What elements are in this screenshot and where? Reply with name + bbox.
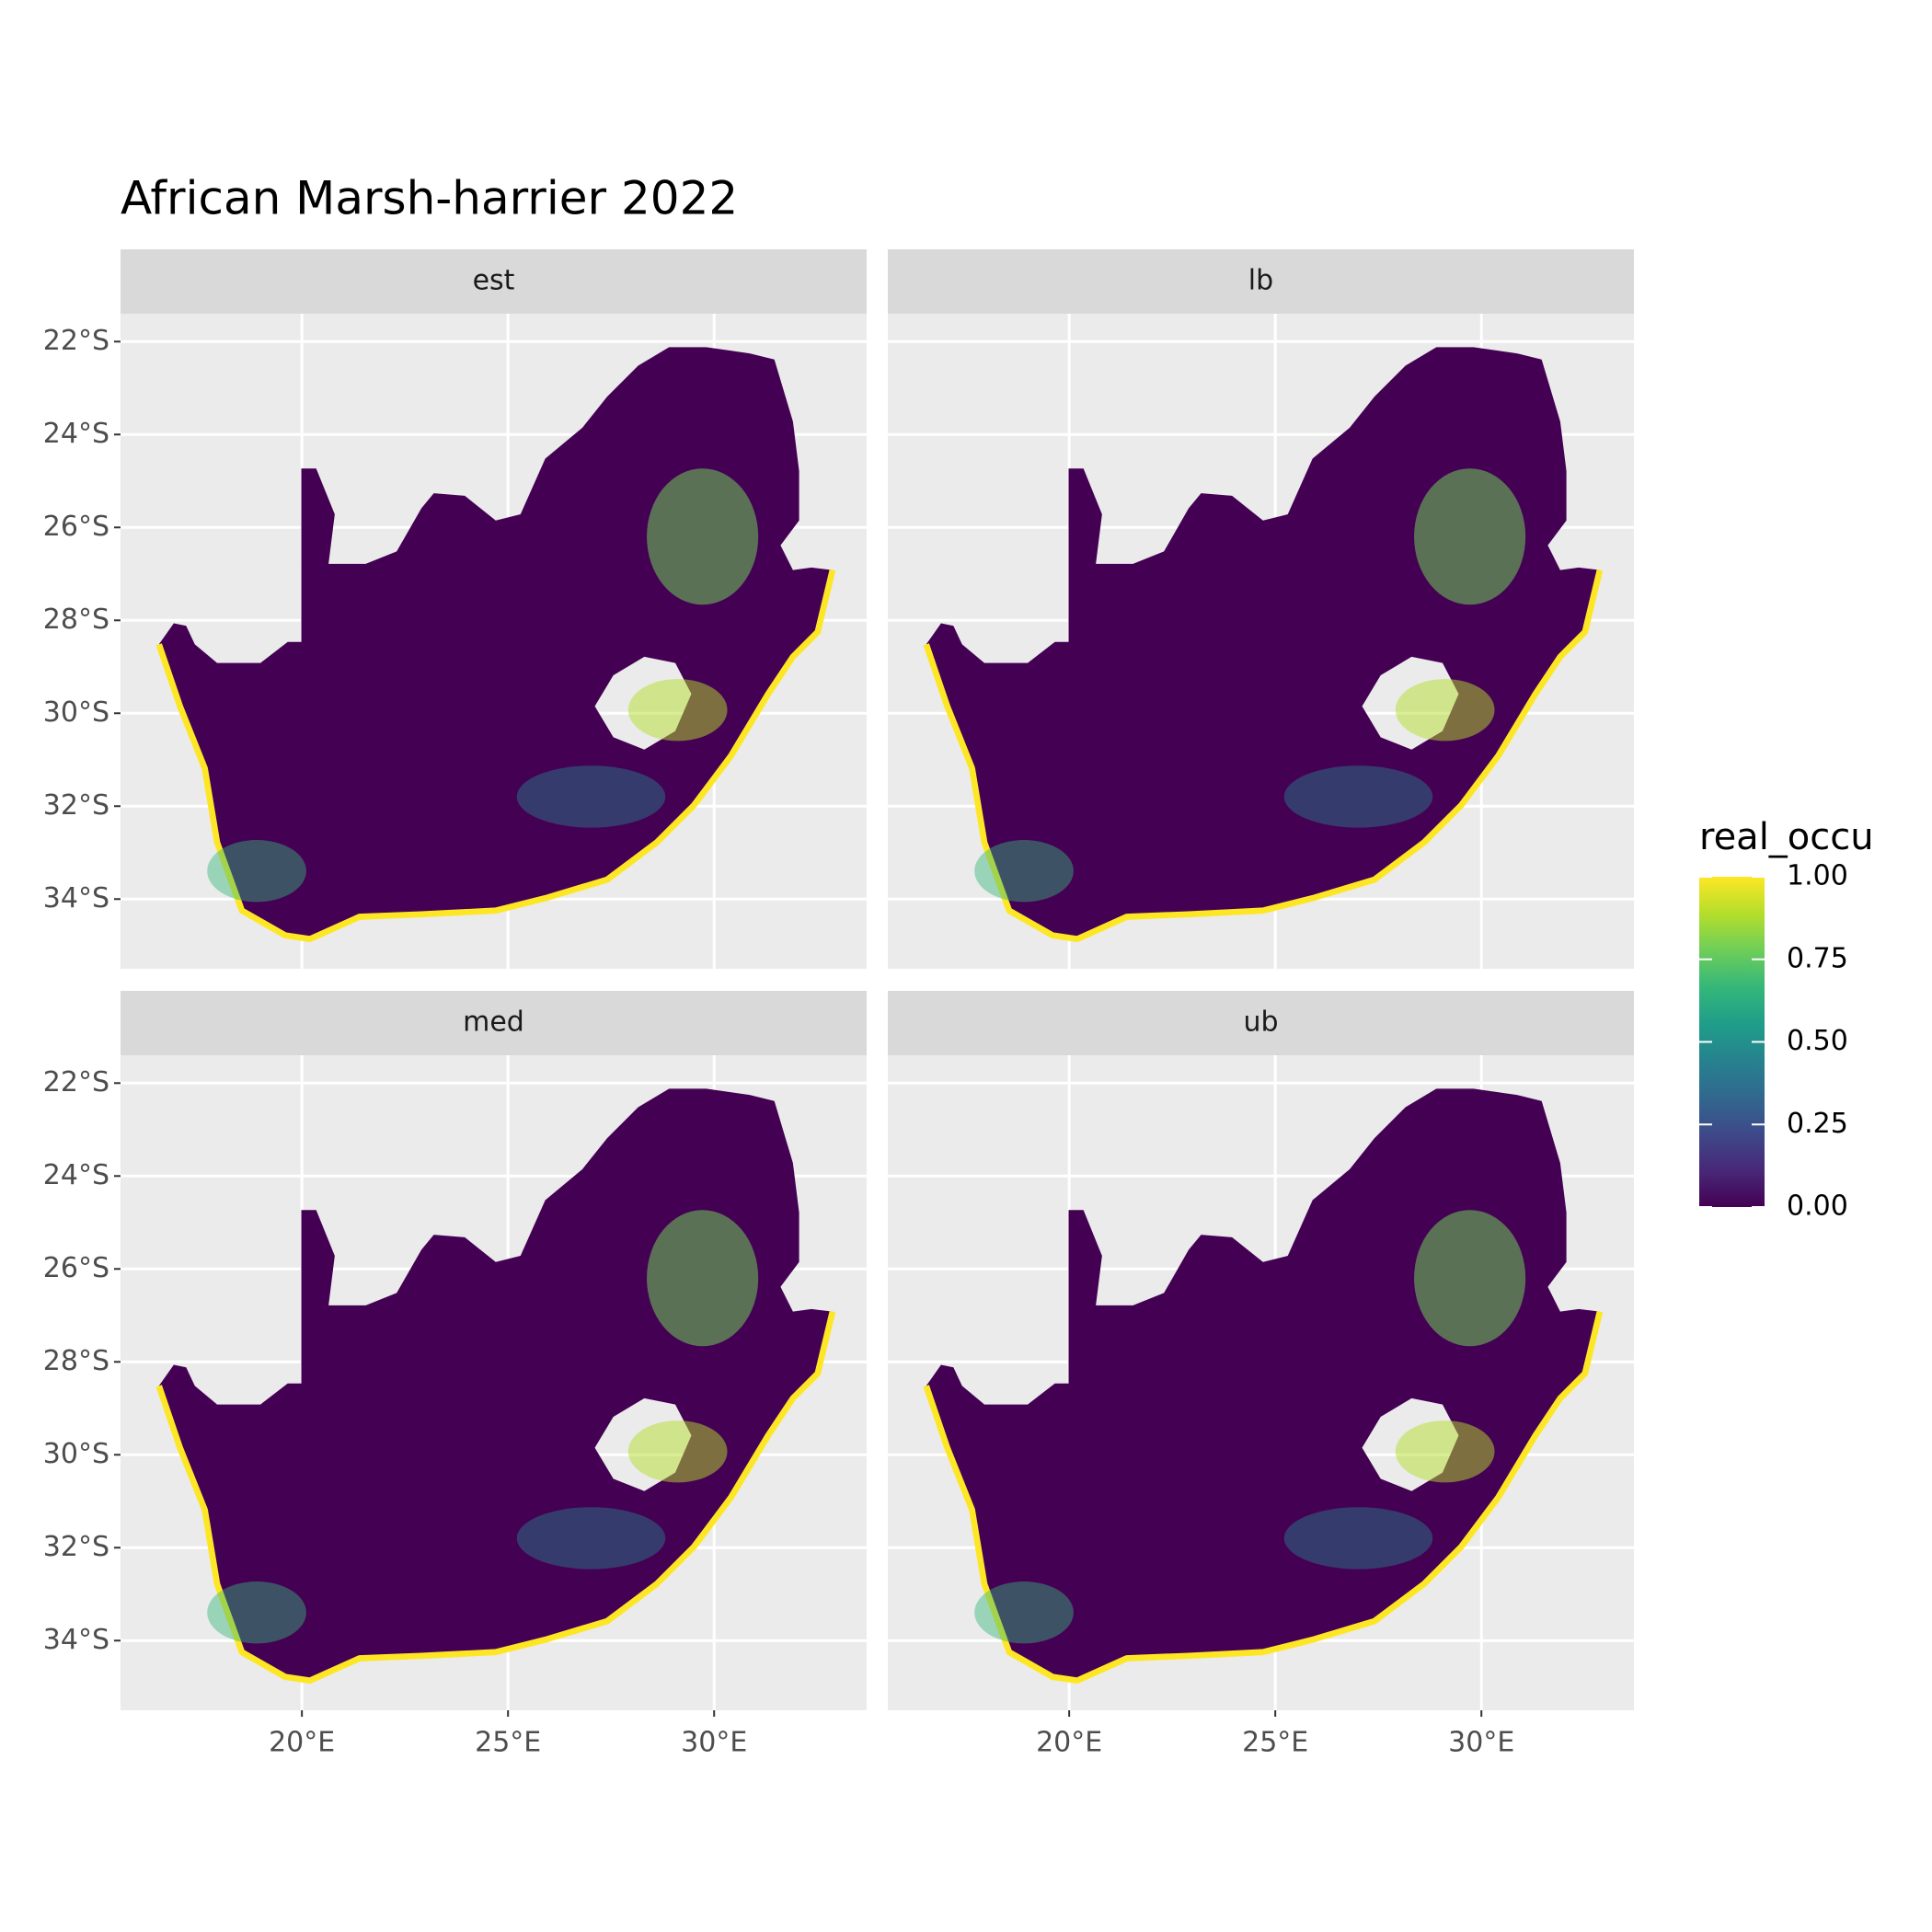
y-tick-label: 28°S xyxy=(43,604,109,636)
facet-label: ub xyxy=(1243,1006,1278,1039)
y-tick-label: 30°S xyxy=(43,1438,109,1470)
facet-strip xyxy=(888,249,1634,314)
legend-label: 0.25 xyxy=(1787,1108,1848,1140)
x-tick-label: 30°E xyxy=(681,1727,747,1759)
legend-label: 0.00 xyxy=(1787,1190,1848,1223)
x-tick-label: 20°E xyxy=(1036,1727,1102,1759)
facet-label: est xyxy=(473,265,515,297)
x-tick-label: 25°E xyxy=(1242,1727,1308,1759)
chart-title: African Marsh-harrier 2022 xyxy=(121,172,738,225)
y-tick-label: 34°S xyxy=(43,1624,109,1656)
x-tick-label: 30°E xyxy=(1448,1727,1514,1759)
facet-strip xyxy=(888,991,1634,1055)
legend-label: 0.50 xyxy=(1787,1025,1848,1057)
x-tick-label: 25°E xyxy=(475,1727,541,1759)
y-tick-label: 32°S xyxy=(43,789,109,822)
y-tick-label: 26°S xyxy=(43,1252,109,1284)
y-tick-label: 32°S xyxy=(43,1531,109,1563)
y-tick-label: 28°S xyxy=(43,1345,109,1377)
legend-label: 1.00 xyxy=(1787,860,1848,892)
y-tick-label: 30°S xyxy=(43,696,109,729)
legend-title: real_occu xyxy=(1699,816,1874,858)
facet-label: lb xyxy=(1248,265,1273,297)
y-tick-label: 26°S xyxy=(43,511,109,543)
legend-label: 0.75 xyxy=(1787,942,1848,974)
x-tick-label: 20°E xyxy=(269,1727,335,1759)
y-tick-label: 24°S xyxy=(43,418,109,450)
facet-strip xyxy=(121,249,867,314)
y-tick-label: 22°S xyxy=(43,1066,109,1098)
y-tick-label: 34°S xyxy=(43,882,109,914)
y-tick-label: 24°S xyxy=(43,1159,109,1191)
y-tick-label: 22°S xyxy=(43,325,109,357)
facet-strip xyxy=(121,991,867,1055)
facet-label: med xyxy=(463,1006,524,1039)
